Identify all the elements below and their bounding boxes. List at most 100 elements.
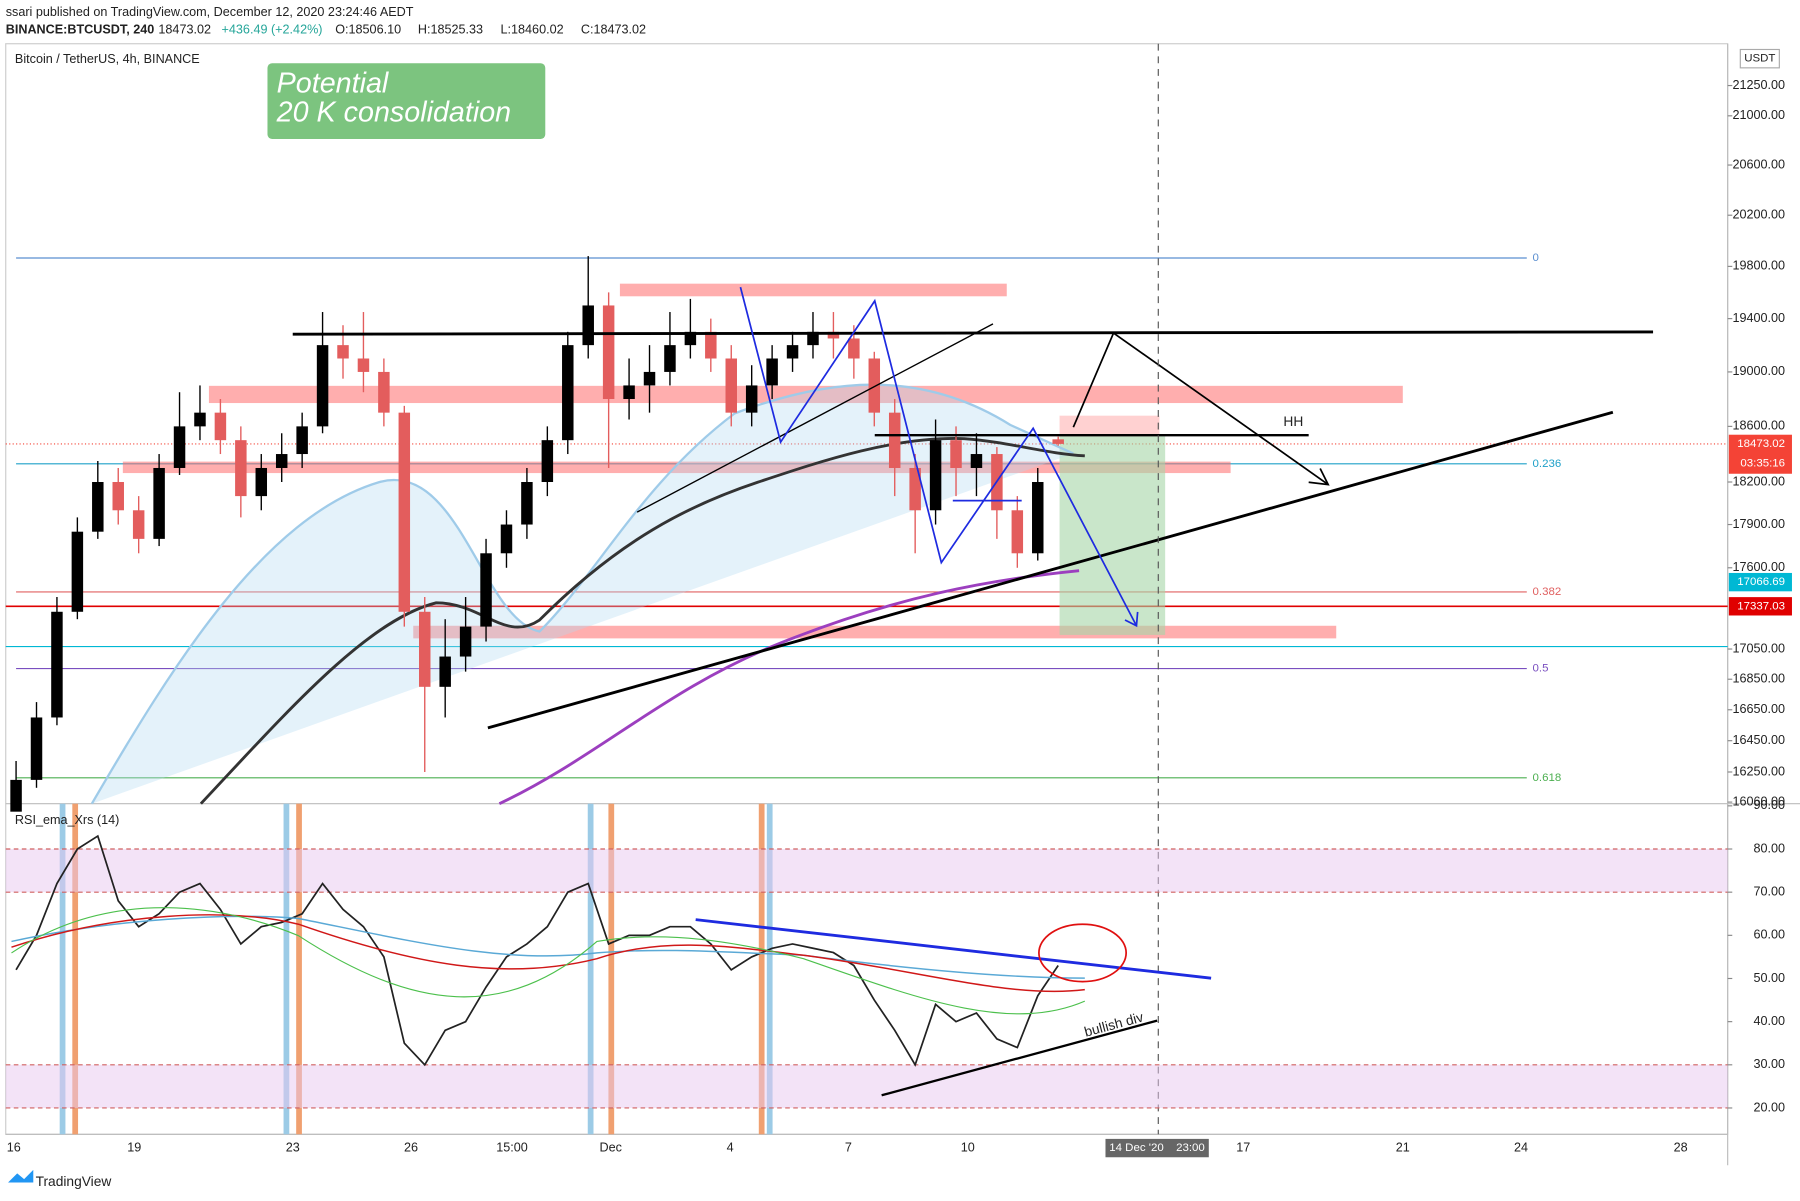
y-tick-label: 19800.00 — [1732, 259, 1785, 273]
rsi-trendline — [881, 1019, 1158, 1097]
candle-body — [766, 358, 778, 386]
target-box — [1059, 436, 1166, 635]
price-tag — [1728, 434, 1792, 474]
y-tick-label: 20600.00 — [1732, 157, 1785, 171]
candle-body — [235, 440, 247, 497]
zone — [122, 461, 1231, 474]
publisher: ssari published on TradingView.com, Dece… — [6, 5, 414, 19]
x-tick-label: 19 — [127, 1140, 141, 1154]
price-tag — [1728, 597, 1792, 616]
price-tag-label: 17066.69 — [1737, 576, 1785, 588]
candle-body — [1052, 439, 1064, 444]
y-tick-label: 19400.00 — [1732, 311, 1785, 325]
marker — [72, 803, 79, 1135]
candle-body — [439, 656, 451, 687]
x-tick-label: 24 — [1514, 1140, 1528, 1154]
fib-label: 0 — [1533, 252, 1539, 264]
candle-body — [664, 345, 676, 372]
candle-body — [316, 345, 329, 427]
x-tick-label: 23 — [286, 1140, 300, 1154]
candle-body — [92, 482, 104, 532]
candle-body — [848, 338, 860, 359]
y-tick-label: 20200.00 — [1732, 208, 1785, 222]
x-tick-label: 4 — [727, 1140, 734, 1154]
rsi-trendline — [695, 918, 1212, 980]
y-tick-label: 60.00 — [1754, 928, 1786, 942]
drawings — [292, 286, 1654, 730]
rsi-title: RSI_ema_Xrs (14) — [15, 813, 119, 827]
zone — [619, 283, 1007, 297]
y-tick-label: 50.00 — [1754, 971, 1786, 985]
x-tick-label: 16 — [7, 1140, 21, 1154]
marker — [587, 803, 594, 1135]
candle-body — [562, 345, 574, 441]
candle-body — [255, 467, 268, 497]
candle-body — [970, 454, 983, 468]
y-tick-label: 16850.00 — [1732, 672, 1785, 686]
x-tick-label: 15:00 — [496, 1140, 528, 1154]
x-tick-label: 17 — [1236, 1140, 1250, 1154]
marker — [758, 803, 765, 1135]
x-tick-label: 21 — [1396, 1140, 1410, 1154]
candle-body — [745, 385, 758, 413]
currency-box — [1739, 48, 1780, 69]
hh-label: HH — [1283, 414, 1303, 429]
countdown: 03:35:16 — [1740, 457, 1785, 469]
moving-average — [199, 437, 1085, 805]
stop-box — [1059, 415, 1160, 437]
candle-body — [398, 412, 411, 612]
x-tick-label: 26 — [404, 1140, 418, 1154]
rsi-band — [5, 1064, 1728, 1108]
marker — [59, 803, 66, 1135]
candle-body — [378, 371, 390, 413]
candle-body — [71, 531, 84, 612]
low: L:18460.02 — [501, 22, 564, 36]
rsi-line — [15, 834, 1059, 1067]
candle-body — [888, 412, 901, 468]
y-tick-label: 20.00 — [1754, 1100, 1786, 1114]
projection-arrow — [1072, 331, 1330, 486]
symbol: BINANCE:BTCUSDT, 240 — [6, 22, 155, 36]
candle-body — [868, 358, 881, 413]
y-tick-label: 17050.00 — [1732, 641, 1785, 655]
y-tick-label: 18600.00 — [1732, 419, 1785, 433]
candle-body — [214, 412, 227, 441]
x-tick-label: 7 — [845, 1140, 852, 1154]
pattern-zigzag — [739, 286, 1139, 628]
brand: TradingView — [36, 1174, 112, 1189]
candle-body — [684, 331, 697, 346]
candle-body — [500, 524, 513, 554]
fib-label: 0.5 — [1533, 663, 1549, 675]
candle-body — [51, 611, 63, 718]
candle-body — [541, 440, 554, 483]
y-tick-label: 40.00 — [1754, 1014, 1786, 1028]
y-tick-label: 16060.00 — [1732, 794, 1785, 808]
candle-body — [194, 412, 206, 427]
fib-label: 0.382 — [1533, 586, 1562, 598]
price-tag-label: 17337.03 — [1737, 600, 1785, 612]
y-tick-label: 21000.00 — [1732, 108, 1785, 122]
x-tick-label: 10 — [961, 1140, 975, 1154]
change: +436.49 (+2.42%) — [222, 22, 323, 36]
cursor-time: 23:00 — [1176, 1142, 1205, 1154]
x-tick-label: Dec — [599, 1140, 621, 1154]
y-tick-label: 17600.00 — [1732, 560, 1785, 574]
marker — [766, 803, 773, 1135]
annotation-text: Potential — [277, 68, 390, 100]
candle-body — [459, 626, 472, 657]
rsi-average — [11, 914, 1085, 993]
rsi-band — [5, 849, 1728, 893]
currency: USDT — [1744, 53, 1775, 65]
y-tick-label: 19000.00 — [1732, 364, 1785, 378]
candle-body — [275, 454, 288, 468]
y-tick-label: 17900.00 — [1732, 517, 1785, 531]
candle-body — [725, 358, 737, 413]
price-tag-label: 18473.02 — [1737, 438, 1785, 450]
candle-body — [112, 482, 124, 511]
close: C:18473.02 — [581, 22, 646, 36]
candle-body — [643, 371, 656, 386]
candle-body — [827, 331, 840, 339]
candle-body — [929, 440, 942, 511]
y-tick-label: 21250.00 — [1732, 78, 1785, 92]
